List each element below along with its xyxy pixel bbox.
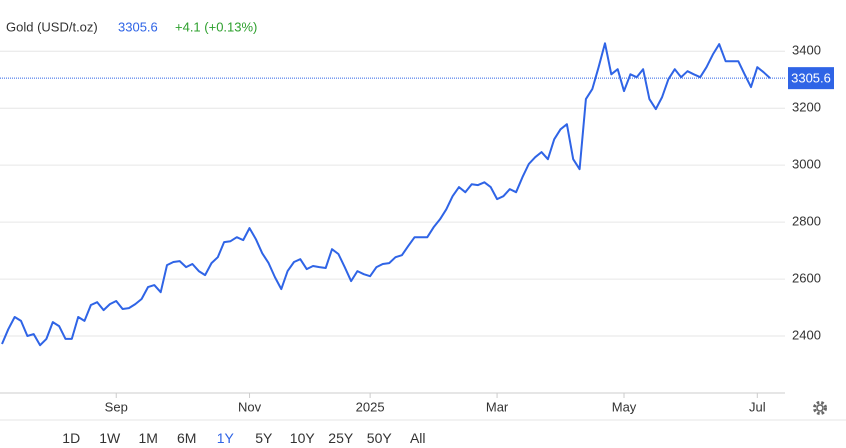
range-button[interactable]: 1D — [62, 430, 81, 446]
x-tick-label: 2025 — [356, 399, 385, 414]
range-button[interactable]: 25Y — [328, 430, 354, 446]
range-button[interactable]: 1M — [138, 430, 158, 446]
x-tick-label: May — [612, 399, 637, 414]
y-tick-label: 2600 — [792, 271, 821, 286]
price-change: +4.1 (+0.13%) — [175, 19, 257, 34]
range-buttons: 1D 1W 1M 6M 1Y 5Y 10Y 25Y 50Y All — [52, 430, 437, 446]
last-price-box — [788, 67, 834, 90]
y-tick-label: 3200 — [792, 100, 821, 115]
price-line — [1, 42, 771, 347]
x-tick-label: Nov — [238, 399, 262, 414]
range-button[interactable]: All — [409, 430, 426, 446]
y-tick-label: 3400 — [792, 43, 821, 58]
x-tick-label: Mar — [486, 399, 509, 414]
last-price: 3305.6 — [118, 19, 158, 34]
range-button[interactable]: 6M — [177, 430, 197, 446]
range-button[interactable]: 10Y — [289, 430, 315, 446]
y-tick-label: 2400 — [792, 327, 821, 342]
range-button[interactable]: 1W — [99, 430, 121, 446]
y-tick-label: 3000 — [792, 157, 821, 172]
x-tick-label: Sep — [105, 399, 128, 414]
x-tick-label: Jul — [749, 399, 766, 414]
range-button[interactable]: 1Y — [216, 430, 234, 446]
settings-icon[interactable] — [813, 401, 827, 415]
last-price-label: 3305.6 — [791, 71, 831, 86]
chart: Gold (USD/t.oz) 3305.6 +4.1 (+0.13%) 240… — [0, 19, 846, 421]
range-button[interactable]: 5Y — [255, 430, 273, 446]
y-tick-label: 2800 — [792, 214, 821, 229]
title: Gold (USD/t.oz) — [6, 19, 98, 34]
range-button[interactable]: 50Y — [366, 430, 392, 446]
